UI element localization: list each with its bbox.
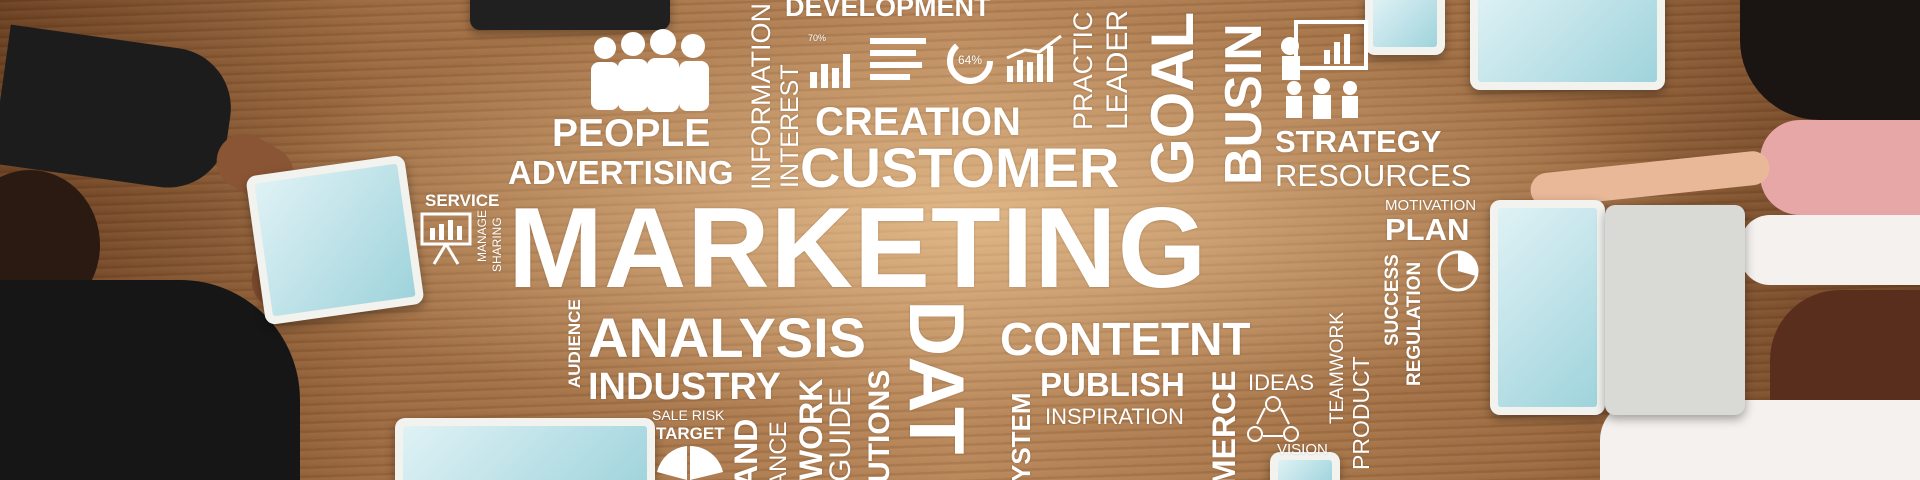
word-strategy: STRATEGY — [1275, 124, 1442, 159]
top-phone — [1365, 0, 1445, 55]
word-regulation: REGULATION — [1404, 261, 1425, 386]
word-manage: MANAGE — [475, 209, 489, 262]
word-practice: PRACTIC — [1068, 11, 1098, 130]
people-group-icon — [591, 29, 709, 112]
word-guide: GUIDE — [824, 386, 857, 480]
top-laptop — [470, 0, 670, 30]
word-target: TARGET — [656, 424, 725, 443]
percent-donut-label: 64% — [958, 53, 983, 67]
word-publish: PUBLISH — [1040, 366, 1185, 403]
word-inspiration: INSPIRATION — [1045, 404, 1184, 429]
word-ideas: IDEAS — [1248, 370, 1315, 395]
word-marketing: MARKETING — [508, 185, 1208, 312]
word-plan: PLAN — [1385, 212, 1470, 247]
target-pie-icon — [657, 446, 723, 480]
word-data: DAT — [893, 300, 981, 455]
word-people: PEOPLE — [552, 112, 711, 155]
word-advertising: ADVERTISING — [508, 154, 734, 191]
word-analysis: ANALYSIS — [588, 306, 867, 369]
right-person-top — [1740, 0, 1920, 120]
bar-chart-icon — [810, 54, 850, 88]
word-vision: VISION — [1277, 441, 1328, 458]
word-brand: AND — [728, 418, 764, 480]
word-system: YSTEM — [1006, 392, 1036, 480]
list-bars-icon — [870, 38, 926, 80]
left-tablet — [245, 154, 425, 326]
word-resources: RESOURCES — [1275, 158, 1472, 193]
word-development: DEVELOPMENT — [785, 0, 991, 22]
word-service: SERVICE — [425, 191, 500, 210]
presentation-board-icon — [1281, 20, 1368, 119]
percent-donut-icon — [947, 38, 993, 84]
word-network: WORK — [793, 378, 829, 480]
word-motivation: MOTIVATION — [1385, 197, 1477, 214]
word-content: CONTETNT — [1000, 313, 1251, 365]
word-customer: CUSTOMER — [800, 136, 1120, 199]
right-sleeve-white-upper — [1740, 215, 1920, 285]
right-laptop-keyboard — [1605, 205, 1745, 415]
bottom-tablet — [395, 418, 655, 480]
word-leader: LEADER — [1101, 9, 1134, 130]
bottom-phone — [1270, 452, 1340, 480]
word-audience: AUDIENCE — [565, 299, 584, 388]
word-creation: CREATION — [815, 100, 1021, 144]
word-sharing: SHARING — [490, 217, 504, 272]
small-percent-label: 70% — [808, 33, 827, 43]
word-industry: INDUSTRY — [588, 366, 781, 408]
word-product: PRODUCT — [1348, 356, 1374, 470]
right-laptop-screen — [1490, 200, 1605, 415]
idea-cycle-icon — [1247, 396, 1299, 442]
word-finance: ANCE — [765, 421, 792, 480]
word-teamwork: TEAMWORK — [1327, 312, 1348, 424]
top-right-tablet — [1470, 0, 1665, 90]
word-commerce: MERCE — [1206, 370, 1242, 480]
left-person-body — [0, 280, 300, 480]
right-sleeve-pink — [1760, 120, 1920, 215]
word-business: BUSIN — [1215, 23, 1273, 185]
word-solutions: UTIONS — [863, 369, 896, 480]
pie-chart-icon — [1437, 250, 1479, 292]
word-sale-risk: SALE RISK — [652, 407, 725, 423]
easel-chart-icon — [420, 212, 472, 265]
word-goal: GOAL — [1139, 11, 1206, 185]
word-information: INFORMATION — [746, 3, 776, 190]
growth-chart-icon — [1006, 34, 1062, 82]
word-success: SUCCESS — [1382, 254, 1403, 346]
